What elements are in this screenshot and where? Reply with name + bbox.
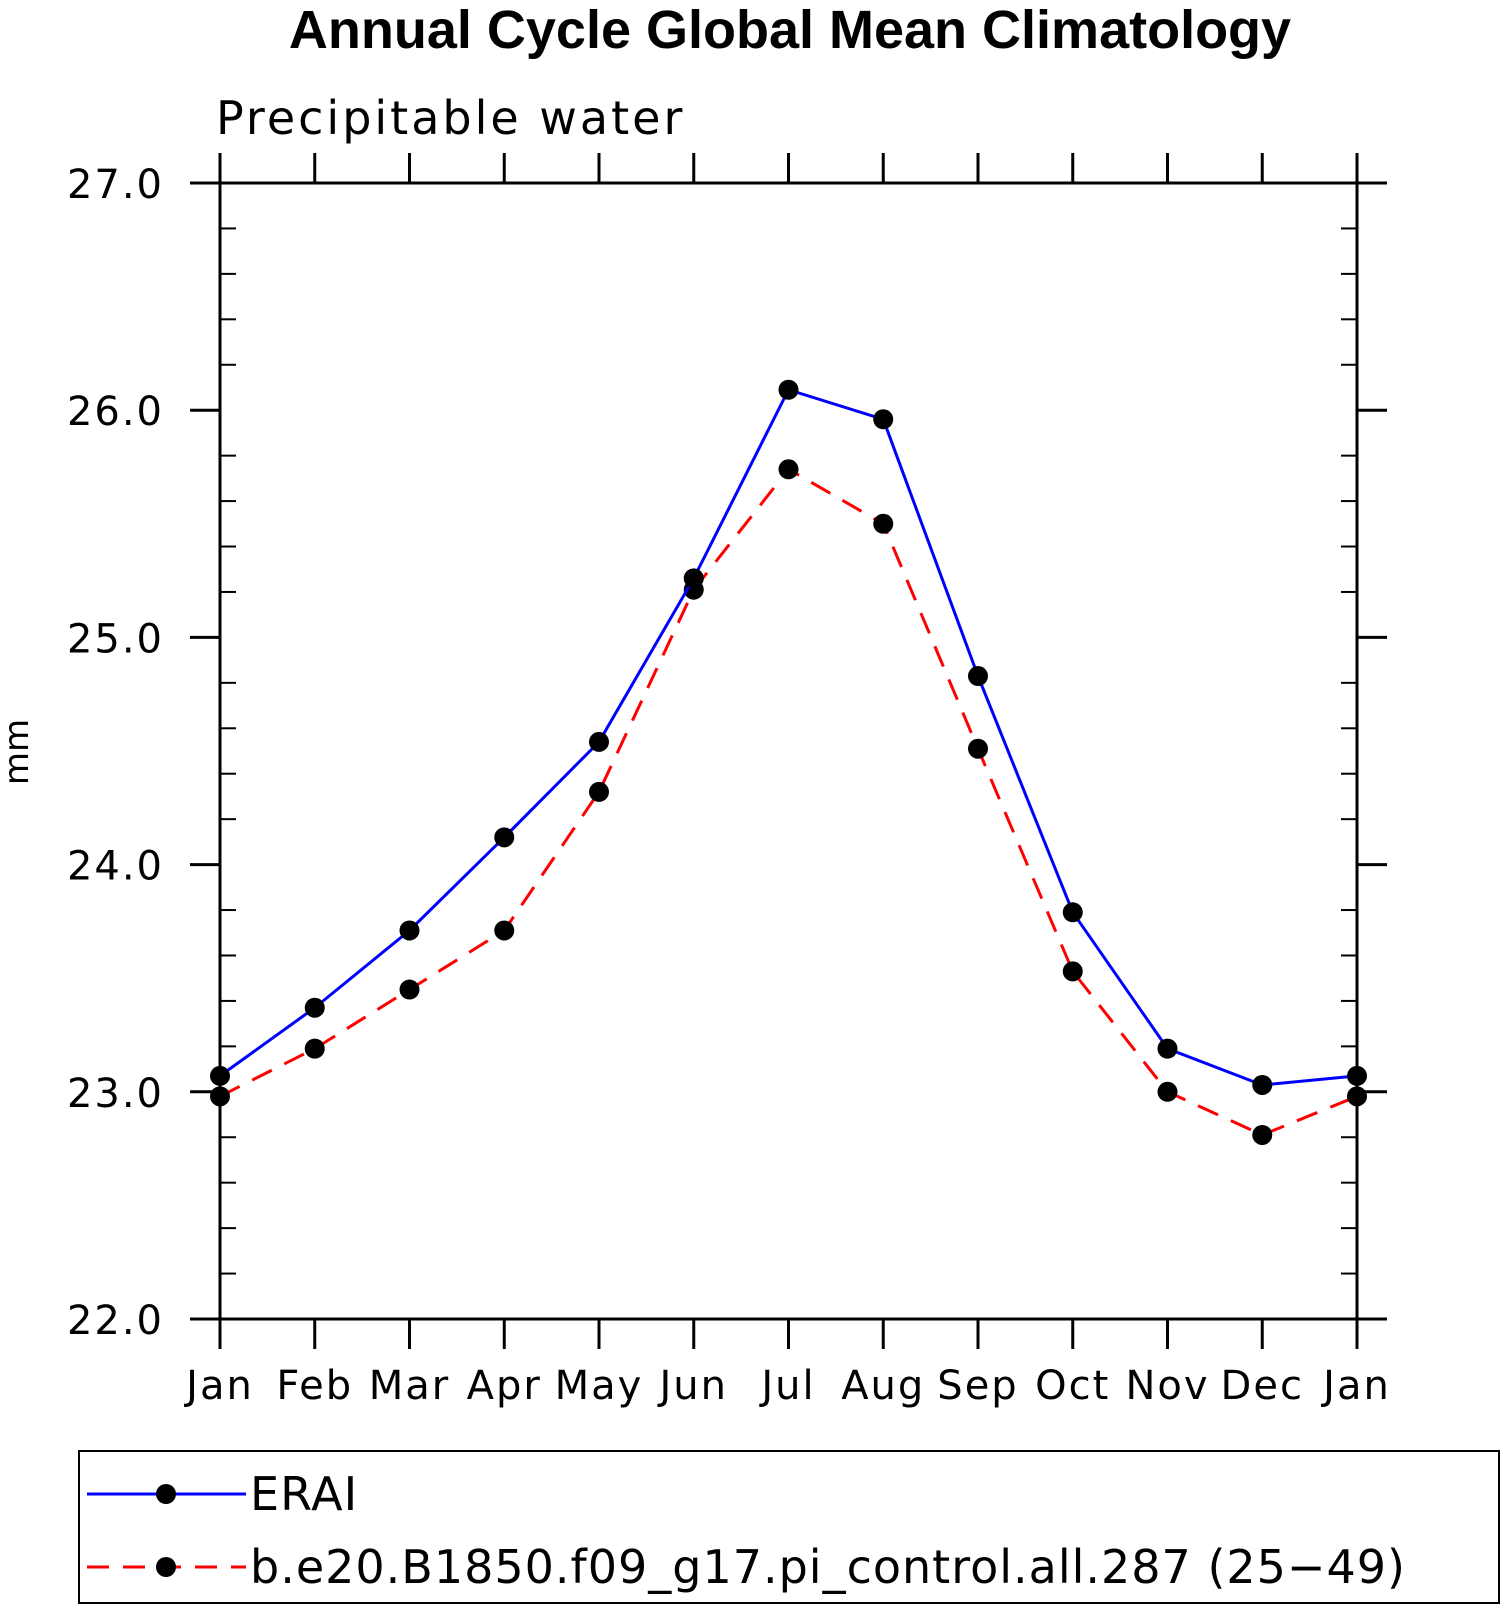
x-tick-label: Feb (276, 1363, 353, 1409)
y-tick-label: 22.0 (67, 1298, 164, 1344)
x-tick-label: Aug (841, 1363, 925, 1409)
axis-ticks (190, 153, 1387, 1349)
series-1-point (589, 781, 609, 802)
legend-marker-0 (156, 1484, 176, 1504)
series-0-point (494, 827, 515, 848)
series-0-point (1347, 1065, 1367, 1086)
series-1-point (1347, 1086, 1367, 1107)
y-axis: 22.0 23.0 24.0 25.0 26.0 27.0 (67, 162, 164, 1344)
series-1-point (1062, 961, 1083, 982)
series-line-1 (219, 467, 1358, 1137)
series-0-point (304, 997, 325, 1018)
series-0-point (683, 568, 704, 589)
legend: ERAI b.e20.B1850.f09_g17.pi_control.all.2… (87, 1467, 1406, 1594)
series-0-point (873, 409, 894, 430)
series-0-point (1157, 1038, 1178, 1059)
x-tick-label: Sep (937, 1363, 1018, 1409)
y-tick-label: 23.0 (67, 1071, 164, 1117)
series-0-point (589, 731, 609, 752)
x-tick-label: Jan (183, 1363, 254, 1409)
y-tick-label: 27.0 (67, 162, 164, 208)
x-tick-label: Nov (1125, 1363, 1209, 1409)
x-tick-label: Mar (369, 1363, 450, 1409)
series-0-point (210, 1065, 230, 1086)
series-1-point (494, 920, 515, 941)
x-tick-label: May (555, 1363, 644, 1409)
series-1-point (968, 738, 988, 759)
series-0-point (1252, 1074, 1273, 1095)
chart-title: Annual Cycle Global Mean Climatology (289, 0, 1291, 60)
series-1-point (304, 1038, 325, 1059)
x-tick-label: Oct (1035, 1363, 1110, 1409)
y-axis-label: mm (0, 719, 37, 785)
x-tick-label: Jun (657, 1363, 729, 1409)
series-1-point (778, 459, 799, 480)
y-tick-label: 26.0 (67, 389, 164, 435)
x-tick-label: Dec (1221, 1363, 1304, 1409)
legend-marker-1 (156, 1557, 176, 1577)
series-0-point (968, 666, 988, 687)
x-axis: Jan Feb Mar Apr May Jun Jul Aug Sep Oct Nov Dec Jan (183, 1363, 1391, 1409)
series-0-point (778, 379, 799, 400)
plot-frame (218, 181, 1359, 1321)
chart-subtitle: Precipitable water (216, 91, 685, 145)
legend-box (78, 1450, 1500, 1604)
series-1-point (873, 513, 894, 534)
x-tick-label: Jan (1320, 1363, 1391, 1409)
series-1-point (1157, 1081, 1178, 1102)
legend-label-1: b.e20.B1850.f09_g17.pi_control.all.287 (… (250, 1540, 1406, 1594)
plot-area (210, 379, 1367, 1145)
x-tick-label: Apr (467, 1363, 542, 1409)
series-1-point (210, 1086, 230, 1107)
series-line-0 (219, 387, 1358, 1087)
y-tick-label: 25.0 (67, 616, 164, 662)
x-tick-label: Jul (758, 1363, 815, 1409)
legend-label-0: ERAI (250, 1467, 358, 1521)
series-0-point (399, 920, 420, 941)
series-0-point (1062, 902, 1083, 923)
series-1-point (399, 979, 420, 1000)
series-1-point (1252, 1124, 1273, 1145)
y-tick-label: 24.0 (67, 844, 164, 890)
